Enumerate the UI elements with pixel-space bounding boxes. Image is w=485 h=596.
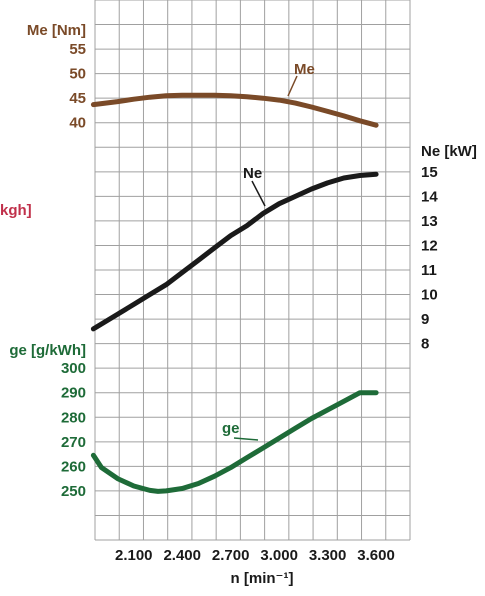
- ne-series-line: [90, 171, 379, 332]
- ne-tick-label: 12: [421, 237, 438, 254]
- me-tick-label: 40: [69, 115, 86, 132]
- cropped-axis-title: kgh]: [0, 202, 32, 219]
- ne-tick-label: 13: [421, 213, 438, 230]
- grid: [94, 0, 411, 541]
- ge-tick-labels: 300 290 280 270 260 250: [61, 360, 86, 500]
- ne-tick-label: 8: [421, 336, 429, 353]
- ne-tick-labels: 15 14 13 12 11 10 9 8: [421, 164, 438, 353]
- x-tick-label: 3.600: [357, 547, 395, 564]
- ne-tick-label: 11: [421, 262, 437, 279]
- ge-label-leader: [233, 437, 259, 441]
- ne-tick-label: 15: [421, 164, 438, 181]
- ne-tick-label: 9: [421, 311, 429, 328]
- me-label-leader: [287, 75, 298, 97]
- x-tick-label: 3.300: [309, 547, 347, 564]
- me-tick-labels: 55 50 45 40: [69, 41, 86, 132]
- ge-series-line: [90, 390, 379, 494]
- x-axis-title: n [min⁻¹]: [231, 570, 294, 587]
- ge-tick-label: 260: [61, 458, 86, 475]
- ne-label-leader: [251, 180, 266, 207]
- me-series-label: Me: [294, 61, 315, 78]
- me-tick-label: 50: [69, 66, 86, 83]
- me-axis-title: Me [Nm]: [27, 22, 86, 39]
- ge-tick-label: 300: [61, 360, 86, 377]
- ge-tick-label: 280: [61, 409, 86, 426]
- ge-series-label: ge: [222, 420, 240, 437]
- x-tick-labels: 2.100 2.400 2.700 3.000 3.300 3.600: [115, 547, 395, 564]
- ge-tick-label: 250: [61, 483, 86, 500]
- ge-tick-label: 270: [61, 434, 86, 451]
- ne-axis-title: Ne [kW]: [421, 143, 477, 160]
- ge-tick-label: 290: [61, 385, 86, 402]
- me-tick-label: 45: [69, 90, 86, 107]
- me-series-line: [90, 92, 379, 128]
- ne-series-label: Ne: [243, 165, 262, 182]
- ne-tick-label: 10: [421, 287, 438, 304]
- x-tick-label: 2.400: [163, 547, 201, 564]
- ge-axis-title: ge [g/kWh]: [9, 342, 86, 359]
- x-tick-label: 2.100: [115, 547, 153, 564]
- ne-tick-label: 14: [421, 188, 438, 205]
- x-tick-label: 2.700: [212, 547, 250, 564]
- me-tick-label: 55: [69, 41, 86, 58]
- x-tick-label: 3.000: [260, 547, 298, 564]
